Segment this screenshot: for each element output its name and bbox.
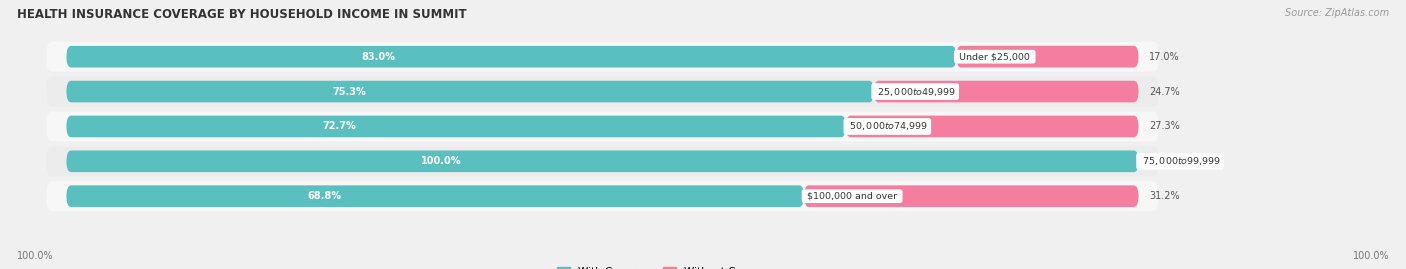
FancyBboxPatch shape	[956, 46, 1139, 68]
Text: $50,000 to $74,999: $50,000 to $74,999	[846, 121, 929, 132]
Text: $100,000 and over: $100,000 and over	[804, 192, 900, 201]
Text: 17.0%: 17.0%	[1149, 52, 1180, 62]
Text: 68.8%: 68.8%	[308, 191, 342, 201]
Text: $75,000 to $99,999: $75,000 to $99,999	[1139, 155, 1222, 167]
Text: 100.0%: 100.0%	[17, 251, 53, 261]
FancyBboxPatch shape	[66, 46, 956, 68]
Text: 31.2%: 31.2%	[1149, 191, 1180, 201]
FancyBboxPatch shape	[66, 81, 873, 102]
FancyBboxPatch shape	[873, 81, 1139, 102]
FancyBboxPatch shape	[46, 77, 1159, 107]
FancyBboxPatch shape	[46, 181, 1159, 211]
FancyBboxPatch shape	[66, 185, 804, 207]
FancyBboxPatch shape	[66, 116, 846, 137]
FancyBboxPatch shape	[804, 185, 1139, 207]
FancyBboxPatch shape	[846, 116, 1139, 137]
FancyBboxPatch shape	[46, 146, 1159, 176]
Legend: With Coverage, Without Coverage: With Coverage, Without Coverage	[553, 263, 783, 269]
Text: 75.3%: 75.3%	[332, 87, 366, 97]
Text: Source: ZipAtlas.com: Source: ZipAtlas.com	[1285, 8, 1389, 18]
Text: Under $25,000: Under $25,000	[956, 52, 1033, 61]
FancyBboxPatch shape	[66, 150, 1139, 172]
Text: $25,000 to $49,999: $25,000 to $49,999	[873, 86, 956, 98]
Text: 24.7%: 24.7%	[1149, 87, 1180, 97]
Text: 100.0%: 100.0%	[422, 156, 463, 166]
Text: HEALTH INSURANCE COVERAGE BY HOUSEHOLD INCOME IN SUMMIT: HEALTH INSURANCE COVERAGE BY HOUSEHOLD I…	[17, 8, 467, 21]
Text: 100.0%: 100.0%	[1353, 251, 1389, 261]
Text: 83.0%: 83.0%	[361, 52, 395, 62]
Text: 72.7%: 72.7%	[322, 121, 356, 132]
FancyBboxPatch shape	[46, 42, 1159, 72]
Text: 27.3%: 27.3%	[1149, 121, 1180, 132]
FancyBboxPatch shape	[46, 111, 1159, 141]
Text: 0.0%: 0.0%	[1149, 156, 1174, 166]
